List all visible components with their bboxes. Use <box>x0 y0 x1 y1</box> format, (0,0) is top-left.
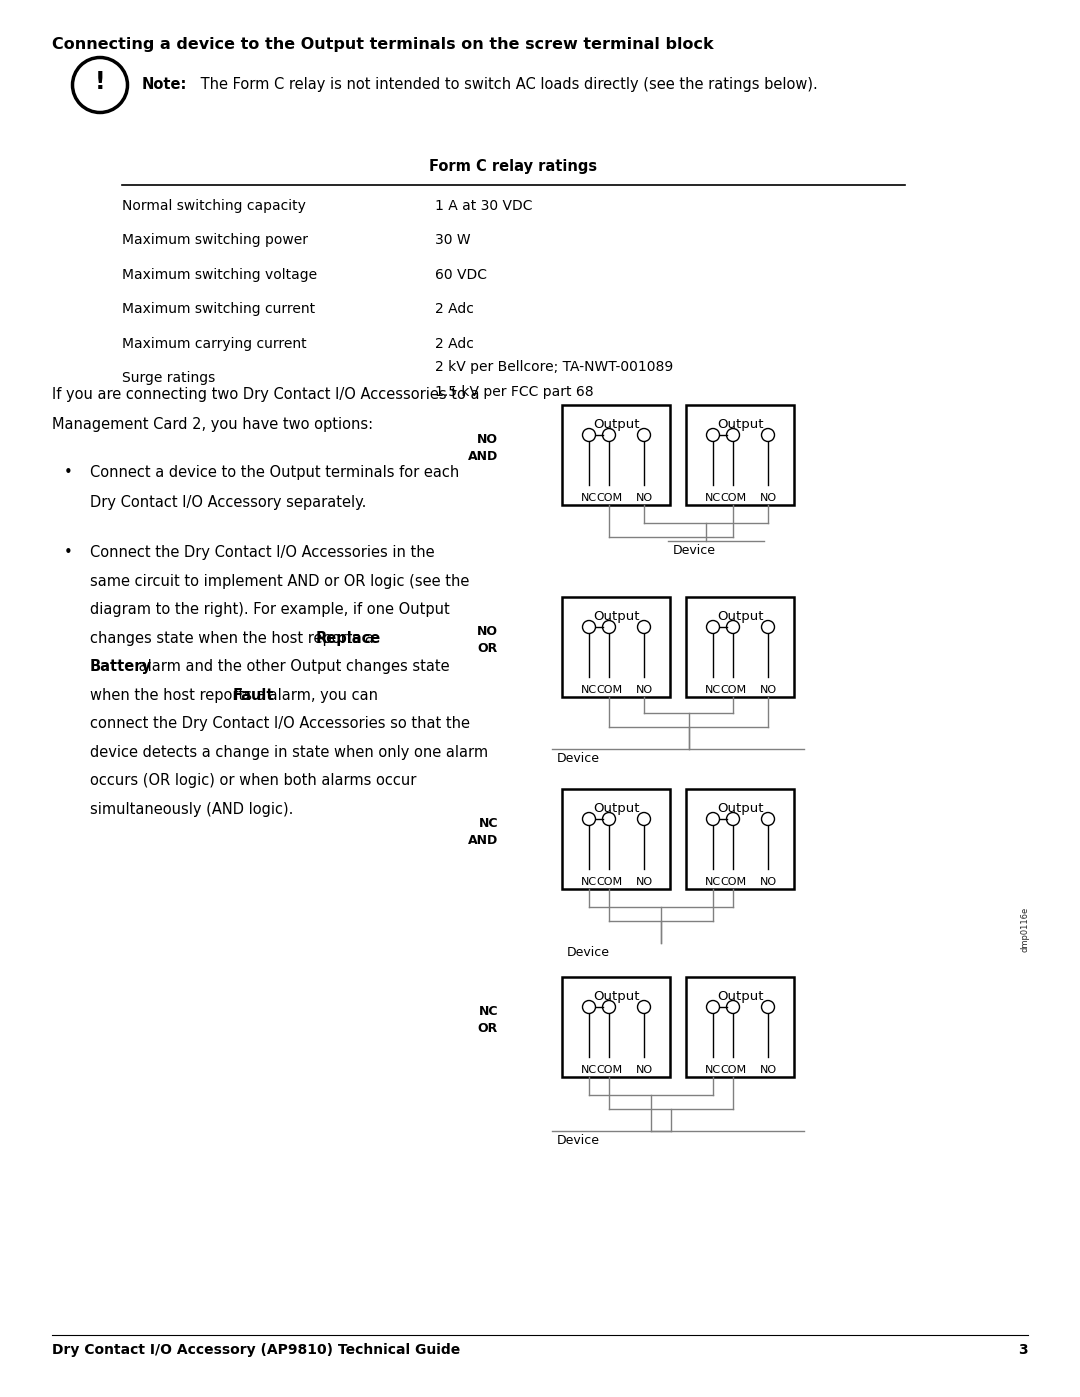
Text: Dry Contact I/O Accessory separately.: Dry Contact I/O Accessory separately. <box>90 495 366 510</box>
Bar <box>562 789 670 888</box>
Text: NC
AND: NC AND <box>468 817 498 847</box>
Text: changes state when the host reports a: changes state when the host reports a <box>90 630 378 645</box>
Text: 3: 3 <box>1018 1343 1028 1356</box>
Text: Dry Contact I/O Accessory (AP9810) Technical Guide: Dry Contact I/O Accessory (AP9810) Techn… <box>52 1343 460 1356</box>
Text: !: ! <box>95 70 106 94</box>
Text: •: • <box>64 465 72 481</box>
Text: Surge ratings: Surge ratings <box>122 372 215 386</box>
Text: occurs (OR logic) or when both alarms occur: occurs (OR logic) or when both alarms oc… <box>90 773 417 788</box>
Text: NO: NO <box>635 1065 652 1076</box>
Text: Device: Device <box>673 543 716 557</box>
Text: NC: NC <box>581 685 597 694</box>
Text: Normal switching capacity: Normal switching capacity <box>122 198 306 212</box>
Text: 1.5 kV per FCC part 68: 1.5 kV per FCC part 68 <box>435 386 594 400</box>
Text: 1 A at 30 VDC: 1 A at 30 VDC <box>435 198 532 212</box>
Text: Output: Output <box>593 610 639 623</box>
Text: Connect a device to the Output terminals for each: Connect a device to the Output terminals… <box>90 465 459 481</box>
Text: NC: NC <box>581 1065 597 1076</box>
Text: Output: Output <box>717 802 764 814</box>
Text: Management Card 2, you have two options:: Management Card 2, you have two options: <box>52 416 373 432</box>
Text: NO: NO <box>635 493 652 503</box>
Text: connect the Dry Contact I/O Accessories so that the: connect the Dry Contact I/O Accessories … <box>90 717 470 731</box>
Text: alarm, you can: alarm, you can <box>265 687 378 703</box>
Text: Output: Output <box>717 418 764 432</box>
Bar <box>686 977 794 1077</box>
Text: Connecting a device to the Output terminals on the screw terminal block: Connecting a device to the Output termin… <box>52 36 714 52</box>
Text: NC: NC <box>705 877 721 887</box>
Bar <box>686 597 794 697</box>
Text: Output: Output <box>717 610 764 623</box>
Text: COM: COM <box>720 877 746 887</box>
Bar <box>562 405 670 504</box>
Text: Device: Device <box>557 752 600 766</box>
Text: NC: NC <box>581 493 597 503</box>
Text: NO: NO <box>759 877 777 887</box>
Bar <box>686 789 794 888</box>
Text: alarm and the other Output changes state: alarm and the other Output changes state <box>134 659 449 673</box>
Text: dmp0116e: dmp0116e <box>1021 907 1029 951</box>
Text: Maximum switching current: Maximum switching current <box>122 302 315 316</box>
Text: simultaneously (AND logic).: simultaneously (AND logic). <box>90 802 294 816</box>
Text: NO: NO <box>635 685 652 694</box>
Text: The Form C relay is not intended to switch AC loads directly (see the ratings be: The Form C relay is not intended to swit… <box>195 77 818 92</box>
Text: NO: NO <box>759 685 777 694</box>
Text: COM: COM <box>720 1065 746 1076</box>
Text: NO
OR: NO OR <box>477 624 498 655</box>
Bar <box>562 597 670 697</box>
Text: Fault: Fault <box>233 687 274 703</box>
Text: diagram to the right). For example, if one Output: diagram to the right). For example, if o… <box>90 602 449 617</box>
Text: COM: COM <box>596 1065 622 1076</box>
Text: Device: Device <box>557 1134 600 1147</box>
Text: NC: NC <box>705 493 721 503</box>
Text: 2 Adc: 2 Adc <box>435 337 474 351</box>
Text: NO: NO <box>635 877 652 887</box>
Text: Replace: Replace <box>316 630 381 645</box>
Text: Maximum carrying current: Maximum carrying current <box>122 337 307 351</box>
Text: NC
OR: NC OR <box>477 1004 498 1035</box>
Text: COM: COM <box>596 877 622 887</box>
Text: NO
AND: NO AND <box>468 433 498 462</box>
Text: NO: NO <box>759 1065 777 1076</box>
Text: Maximum switching power: Maximum switching power <box>122 233 308 247</box>
Text: 2 Adc: 2 Adc <box>435 302 474 316</box>
Text: Note:: Note: <box>141 77 187 92</box>
Text: 2 kV per Bellcore; TA-NWT-001089: 2 kV per Bellcore; TA-NWT-001089 <box>435 360 673 374</box>
Text: NO: NO <box>759 493 777 503</box>
Bar <box>686 405 794 504</box>
Text: Battery: Battery <box>90 659 152 673</box>
Text: COM: COM <box>720 493 746 503</box>
Text: NC: NC <box>581 877 597 887</box>
Text: when the host reports a: when the host reports a <box>90 687 270 703</box>
Text: COM: COM <box>596 685 622 694</box>
Text: Output: Output <box>593 802 639 814</box>
Bar <box>562 977 670 1077</box>
Text: COM: COM <box>596 493 622 503</box>
Text: NC: NC <box>705 1065 721 1076</box>
Text: If you are connecting two Dry Contact I/O Accessories to a: If you are connecting two Dry Contact I/… <box>52 387 480 402</box>
Text: Output: Output <box>593 418 639 432</box>
Text: 30 W: 30 W <box>435 233 471 247</box>
Text: Form C relay ratings: Form C relay ratings <box>430 159 597 175</box>
Text: Connect the Dry Contact I/O Accessories in the: Connect the Dry Contact I/O Accessories … <box>90 545 434 560</box>
Text: Device: Device <box>567 946 610 958</box>
Text: Output: Output <box>717 990 764 1003</box>
Text: NC: NC <box>705 685 721 694</box>
Text: 60 VDC: 60 VDC <box>435 268 487 282</box>
Text: same circuit to implement AND or OR logic (see the: same circuit to implement AND or OR logi… <box>90 574 470 588</box>
Text: Maximum switching voltage: Maximum switching voltage <box>122 268 318 282</box>
Text: Output: Output <box>593 990 639 1003</box>
Text: COM: COM <box>720 685 746 694</box>
Text: •: • <box>64 545 72 560</box>
Text: device detects a change in state when only one alarm: device detects a change in state when on… <box>90 745 488 760</box>
